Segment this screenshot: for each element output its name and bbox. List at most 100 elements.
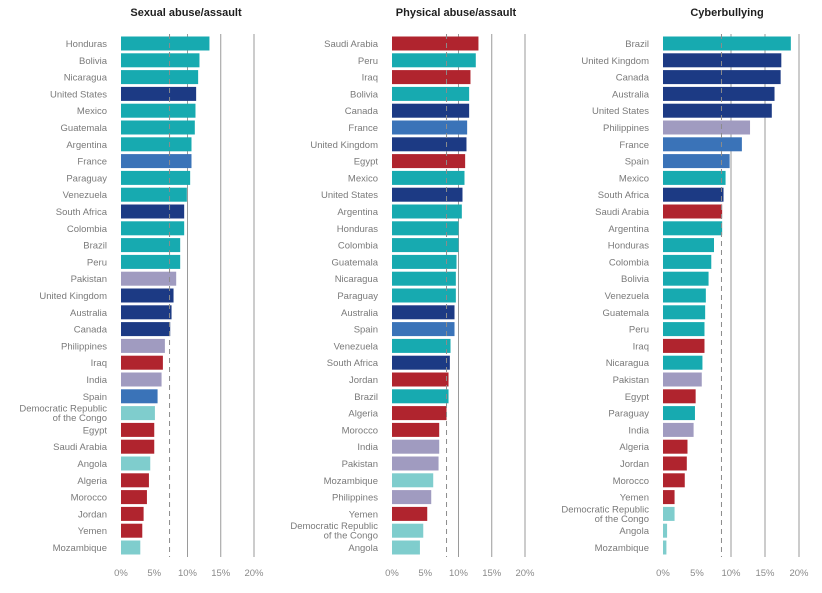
bar-morocco xyxy=(663,473,685,488)
category-label: Mozambique xyxy=(595,543,649,554)
category-label: France xyxy=(619,140,649,151)
bar-saudi-arabia xyxy=(121,439,155,454)
category-label: Iraq xyxy=(633,341,649,352)
bar-mexico xyxy=(663,170,726,185)
x-tick-label: 20% xyxy=(244,568,264,579)
bar-united-states xyxy=(663,103,772,118)
bar-bolivia xyxy=(392,86,470,101)
bar-colombia xyxy=(663,254,712,269)
bar-guatemala xyxy=(121,120,195,135)
bar-yemen xyxy=(663,490,675,505)
category-label: Morocco xyxy=(71,493,107,504)
bar-france xyxy=(663,137,742,152)
bar-bolivia xyxy=(663,271,709,286)
category-label: Peru xyxy=(629,325,649,336)
category-label: Guatemala xyxy=(332,257,379,268)
x-tick-label: 10% xyxy=(721,568,741,579)
bar-angola xyxy=(121,456,151,471)
category-label: Mexico xyxy=(619,173,649,184)
category-label: Democratic Republic of the Congo xyxy=(290,521,378,542)
category-label: Spain xyxy=(625,157,649,168)
category-label: Egypt xyxy=(83,425,108,436)
bar-saudi-arabia xyxy=(392,36,479,51)
category-label: Pakistan xyxy=(71,274,107,285)
bar-morocco xyxy=(121,490,147,505)
category-label: Canada xyxy=(345,106,379,117)
bar-philippines xyxy=(392,490,432,505)
category-label: Pakistan xyxy=(613,375,649,386)
bar-united-kingdom xyxy=(121,288,174,303)
bar-algeria xyxy=(663,439,688,454)
chart-panel-physical-abuse-assault: Physical abuse/assault Saudi Arabia Peru Ir… xyxy=(290,7,535,579)
bar-venezuela xyxy=(392,338,451,353)
bar-jordan xyxy=(121,506,144,521)
bar-south-africa xyxy=(392,355,450,370)
x-tick-label: 5% xyxy=(690,568,704,579)
category-label: United Kingdom xyxy=(310,140,378,151)
category-label: Angola xyxy=(348,543,378,554)
x-tick-label: 10% xyxy=(449,568,469,579)
category-label: Egypt xyxy=(625,392,650,403)
category-label: Algeria xyxy=(348,409,378,420)
bar-spain xyxy=(663,154,730,169)
bar-pakistan xyxy=(121,271,177,286)
bar-morocco xyxy=(392,422,440,437)
category-label: Saudi Arabia xyxy=(324,39,379,50)
bar-united-states xyxy=(121,86,197,101)
category-label: Guatemala xyxy=(61,123,108,134)
category-label: United States xyxy=(321,190,378,201)
x-tick-label: 20% xyxy=(789,568,809,579)
category-label: United Kingdom xyxy=(581,56,649,67)
category-label: South Africa xyxy=(56,207,108,218)
category-label: Iraq xyxy=(91,358,107,369)
bar-australia xyxy=(121,305,172,320)
category-label: Paraguay xyxy=(337,291,378,302)
bar-honduras xyxy=(663,238,714,253)
bar-democratic-republic-of-the-congo xyxy=(663,506,675,521)
x-tick-label: 20% xyxy=(515,568,535,579)
x-tick-label: 0% xyxy=(114,568,128,579)
bar-india xyxy=(392,439,440,454)
category-label: France xyxy=(77,157,107,168)
bar-argentina xyxy=(663,221,723,236)
bar-spain xyxy=(121,389,158,404)
bar-united-kingdom xyxy=(392,137,467,152)
bar-australia xyxy=(663,86,775,101)
bar-spain xyxy=(392,322,455,337)
bar-india xyxy=(121,372,162,387)
bar-france xyxy=(121,154,192,169)
chart-panel-cyberbullying: Cyberbullying Brazil United Kingdom Canada A… xyxy=(561,7,809,579)
category-label: India xyxy=(628,425,649,436)
bar-yemen xyxy=(392,506,428,521)
category-label: India xyxy=(357,442,378,453)
category-label: Spain xyxy=(354,325,378,336)
x-tick-label: 10% xyxy=(178,568,198,579)
bar-mozambique xyxy=(392,473,434,488)
category-label: Jordan xyxy=(349,375,378,386)
bar-algeria xyxy=(392,406,447,421)
category-label: Peru xyxy=(87,257,107,268)
chart-panel-sexual-abuse-assault: Sexual abuse/assault Honduras Bolivia Nicar… xyxy=(19,7,264,579)
x-tick-label: 0% xyxy=(385,568,399,579)
category-label: Guatemala xyxy=(603,308,650,319)
category-label: Philippines xyxy=(332,493,378,504)
chart-title: Sexual abuse/assault xyxy=(130,7,242,19)
bar-canada xyxy=(121,322,171,337)
category-label: Bolivia xyxy=(621,274,650,285)
category-label: Colombia xyxy=(338,241,379,252)
bar-argentina xyxy=(392,204,462,219)
bar-peru xyxy=(121,254,181,269)
category-label: Philippines xyxy=(603,123,649,134)
category-label: United States xyxy=(592,106,649,117)
bar-nicaragua xyxy=(392,271,456,286)
bar-philippines xyxy=(663,120,751,135)
category-label: Brazil xyxy=(354,392,378,403)
category-label: Peru xyxy=(358,56,378,67)
chart-title: Cyberbullying xyxy=(690,7,763,19)
category-label: Paraguay xyxy=(66,173,107,184)
bar-mexico xyxy=(392,170,465,185)
bar-brazil xyxy=(663,36,791,51)
x-tick-label: 5% xyxy=(418,568,432,579)
category-label: Honduras xyxy=(337,224,378,235)
